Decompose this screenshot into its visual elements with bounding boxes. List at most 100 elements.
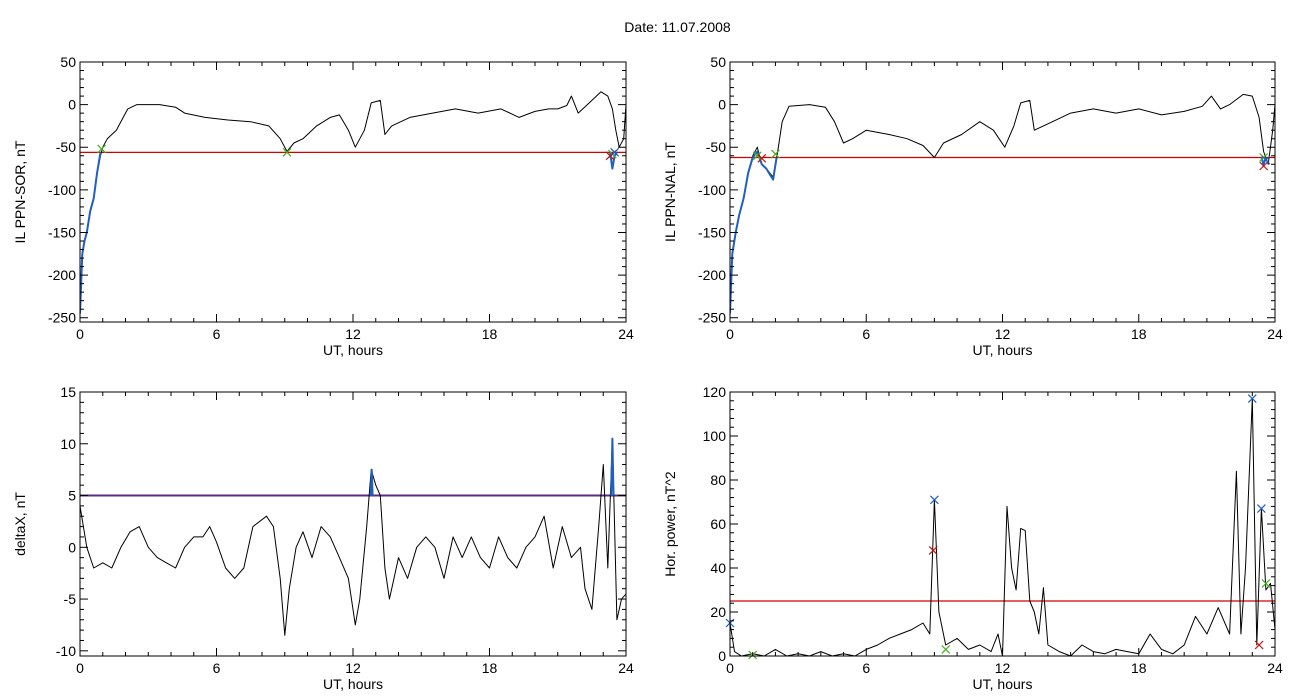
x-marker-stroke-b <box>605 151 615 161</box>
series-group-deltax <box>80 437 626 636</box>
panel-hor-power: 0 6 12 18 24 120 100 80 60 40 20 0 UT, hours Hor. pow… <box>662 384 1283 692</box>
x-marker-il-ppn-nal-5 <box>1261 155 1271 165</box>
series-line-deltax-2 <box>610 437 615 496</box>
y-tick-label-deltax: -10 <box>56 643 76 659</box>
x-marker-stroke-b <box>1254 640 1264 650</box>
y-tick-label-hor-power: 20 <box>710 604 726 620</box>
x-marker-stroke-b <box>97 144 107 154</box>
x-marker-hor-power-5 <box>1247 394 1257 404</box>
y-tick-label-il-ppn-sor: 0 <box>68 97 76 113</box>
x-marker-stroke-b <box>770 149 780 159</box>
x-marker-hor-power-7 <box>1261 578 1271 588</box>
x-tick-label-il-ppn-sor: 0 <box>76 326 84 342</box>
x-marker-il-ppn-nal-2 <box>770 149 780 159</box>
y-tick-label-hor-power: 80 <box>710 472 726 488</box>
y-tick-label-hor-power: 120 <box>703 384 727 400</box>
x-tick-label-hor-power: 0 <box>726 660 734 676</box>
series-line-il-ppn-nal-0 <box>730 93 1275 314</box>
series-line-deltax-1 <box>369 468 374 496</box>
x-marker-il-ppn-sor-0 <box>97 144 107 154</box>
x-marker-stroke-b <box>757 153 767 163</box>
x-tick-label-deltax: 0 <box>76 660 84 676</box>
x-marker-hor-power-8 <box>1254 640 1264 650</box>
y-axis-label-il-ppn-sor: IL PPN-SOR, nT <box>12 140 28 243</box>
x-tick-label-il-ppn-sor: 12 <box>345 326 361 342</box>
x-marker-stroke-b <box>1259 161 1269 171</box>
x-marker-stroke-b <box>1256 504 1266 514</box>
x-tick-label-il-ppn-sor: 18 <box>482 326 498 342</box>
x-marker-stroke-b <box>282 147 292 157</box>
x-marker-il-ppn-sor-1 <box>282 147 292 157</box>
x-tick-label-il-ppn-nal: 12 <box>995 326 1011 342</box>
y-tick-label-il-ppn-nal: 50 <box>710 54 726 70</box>
plot-frame-il-ppn-sor <box>79 61 627 323</box>
series-group-il-ppn-nal <box>730 93 1275 314</box>
series-line-il-ppn-nal-1 <box>730 150 778 314</box>
x-tick-label-il-ppn-sor: 6 <box>213 326 221 342</box>
x-marker-hor-power-4 <box>941 644 951 654</box>
x-tick-label-hor-power: 12 <box>995 660 1011 676</box>
y-tick-label-il-ppn-nal: -200 <box>698 267 726 283</box>
x-marker-hor-power-3 <box>928 545 938 555</box>
series-group-il-ppn-sor <box>80 91 626 314</box>
y-tick-label-deltax: -5 <box>64 591 77 607</box>
x-marker-il-ppn-nal-1 <box>757 153 767 163</box>
x-marker-stroke-b <box>929 495 939 505</box>
plot-frame-il-ppn-nal <box>729 61 1276 323</box>
series-line-il-ppn-sor-0 <box>80 91 626 314</box>
y-tick-label-il-ppn-sor: -50 <box>56 139 76 155</box>
y-tick-label-deltax: 10 <box>60 436 76 452</box>
x-axis-label-il-ppn-sor: UT, hours <box>323 342 383 358</box>
y-tick-label-il-ppn-nal: -150 <box>698 224 726 240</box>
y-tick-label-il-ppn-sor: -150 <box>48 224 76 240</box>
y-tick-label-il-ppn-sor: -250 <box>48 310 76 326</box>
x-tick-label-il-ppn-nal: 6 <box>862 326 870 342</box>
y-tick-label-deltax: 0 <box>68 539 76 555</box>
y-tick-label-deltax: 5 <box>68 488 76 504</box>
panel-il-ppn-nal: 0 6 12 18 24 50 0 -50 -100 -150 -200 -250 UT, hours I… <box>662 54 1283 358</box>
plot-frame-hor-power <box>729 391 1276 657</box>
x-marker-stroke-b <box>1261 578 1271 588</box>
x-marker-il-ppn-nal-0 <box>752 151 762 161</box>
x-marker-stroke-b <box>752 151 762 161</box>
x-tick-label-il-ppn-nal: 18 <box>1131 326 1147 342</box>
x-axis-label-il-ppn-nal: UT, hours <box>973 342 1033 358</box>
x-tick-label-deltax: 18 <box>482 660 498 676</box>
series-line-hor-power-0 <box>730 398 1275 656</box>
figure-title: Date: 11.07.2008 <box>624 19 731 35</box>
x-marker-stroke-b <box>941 644 951 654</box>
y-axis-label-il-ppn-nal: IL PPN-NAL, nT <box>662 142 678 242</box>
panel-il-ppn-sor: 0 6 12 18 24 50 0 -50 -100 -150 -200 -250 UT, hours I… <box>12 54 634 358</box>
series-line-il-ppn-sor-1 <box>80 152 102 314</box>
x-marker-stroke-b <box>928 545 938 555</box>
x-marker-hor-power-2 <box>929 495 939 505</box>
x-tick-label-deltax: 24 <box>618 660 634 676</box>
y-axis-label-hor-power: Hor. power, nT^2 <box>662 471 678 577</box>
y-tick-label-hor-power: 100 <box>703 428 727 444</box>
y-axis-label-deltax: deltaX, nT <box>12 492 28 556</box>
panel-deltax: 0 6 12 18 24 15 10 5 0 -5 -10 UT, hours deltaX, nT <box>12 384 634 692</box>
x-marker-il-ppn-nal-4 <box>1259 161 1269 171</box>
x-tick-label-deltax: 12 <box>345 660 361 676</box>
x-tick-label-il-ppn-sor: 24 <box>618 326 634 342</box>
x-tick-label-deltax: 6 <box>213 660 221 676</box>
y-tick-label-il-ppn-sor: -200 <box>48 267 76 283</box>
y-tick-label-il-ppn-nal: 0 <box>718 97 726 113</box>
series-group-hor-power <box>730 398 1275 656</box>
x-marker-stroke-b <box>1247 394 1257 404</box>
y-tick-label-il-ppn-nal: -250 <box>698 310 726 326</box>
y-tick-label-hor-power: 60 <box>710 516 726 532</box>
x-tick-label-hor-power: 18 <box>1131 660 1147 676</box>
x-marker-hor-power-6 <box>1256 504 1266 514</box>
y-tick-label-il-ppn-sor: -100 <box>48 182 76 198</box>
y-tick-label-hor-power: 40 <box>710 560 726 576</box>
x-axis-label-deltax: UT, hours <box>323 676 383 692</box>
plot-frame-deltax <box>79 391 627 657</box>
y-tick-label-hor-power: 0 <box>718 648 726 664</box>
x-tick-label-hor-power: 6 <box>862 660 870 676</box>
x-marker-il-ppn-sor-4 <box>610 147 620 157</box>
y-tick-label-il-ppn-sor: 50 <box>60 54 76 70</box>
y-tick-label-il-ppn-nal: -50 <box>706 139 726 155</box>
x-axis-label-hor-power: UT, hours <box>973 676 1033 692</box>
x-tick-label-il-ppn-nal: 24 <box>1267 326 1283 342</box>
